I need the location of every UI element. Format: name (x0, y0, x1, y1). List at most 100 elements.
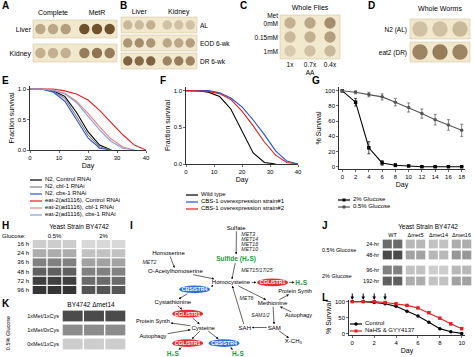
svg-text:0mM: 0mM (264, 20, 278, 27)
svg-text:Liver: Liver (132, 8, 148, 15)
svg-text:CGL/STR1: CGL/STR1 (175, 311, 201, 317)
svg-text:50: 50 (338, 315, 345, 321)
svg-text:0: 0 (341, 174, 345, 180)
svg-text:14: 14 (432, 174, 439, 180)
svg-text:80: 80 (328, 103, 335, 109)
svg-text:36 h: 36 h (17, 259, 29, 265)
svg-text:1mM: 1mM (264, 48, 278, 55)
svg-text:40: 40 (328, 133, 335, 139)
svg-text:1xMet/0xCys: 1xMet/0xCys (27, 327, 59, 333)
svg-text:2%: 2% (99, 233, 108, 239)
svg-text:2: 2 (354, 174, 358, 180)
svg-text:Whole Worms: Whole Worms (418, 5, 462, 12)
svg-text:SAH: SAH (239, 325, 251, 331)
svg-text:Fraction survival: Fraction survival (8, 92, 15, 143)
svg-text:Autophagy: Autophagy (285, 312, 312, 318)
svg-text:12: 12 (419, 174, 426, 180)
svg-text:N2 (AL): N2 (AL) (385, 26, 407, 34)
svg-text:SAM: SAM (268, 325, 281, 331)
svg-text:0: 0 (332, 164, 336, 170)
svg-text:MET10: MET10 (241, 246, 258, 252)
svg-text:48-hr: 48-hr (366, 252, 379, 258)
svg-text:O-Acetylhomoserine: O-Acetylhomoserine (148, 268, 203, 274)
svg-text:192-hr: 192-hr (363, 278, 379, 284)
svg-text:Homoserine: Homoserine (152, 250, 185, 256)
svg-text:H₂S: H₂S (295, 279, 308, 286)
svg-text:1xMet/1xCys: 1xMet/1xCys (27, 313, 59, 319)
svg-text:Homocysteine: Homocysteine (212, 279, 251, 285)
svg-text:DR 6-wk: DR 6-wk (200, 58, 226, 65)
svg-text:Sulfate: Sulfate (227, 225, 246, 231)
svg-text:Δmet16: Δmet16 (452, 232, 471, 238)
svg-text:60: 60 (328, 118, 335, 124)
svg-text:EOD 6-wk: EOD 6-wk (200, 40, 230, 47)
svg-text:MetR: MetR (89, 9, 106, 16)
svg-text:0.5%: 0.5% (48, 233, 62, 239)
svg-text:4: 4 (394, 340, 398, 346)
svg-text:20: 20 (239, 169, 246, 175)
svg-text:Fraction survival: Fraction survival (164, 100, 171, 151)
svg-text:Whole Flies: Whole Flies (292, 4, 329, 11)
svg-text:100: 100 (325, 88, 336, 94)
svg-text:CBS/STR4: CBS/STR4 (182, 286, 208, 292)
svg-text:4: 4 (367, 174, 371, 180)
svg-text:2% Glucose: 2% Glucose (322, 273, 352, 279)
svg-text:Yeast Strain BY4742: Yeast Strain BY4742 (49, 223, 109, 230)
svg-text:10: 10 (458, 340, 465, 346)
svg-text:Sulfide (H₂S): Sulfide (H₂S) (216, 255, 256, 263)
svg-text:X-CH₃: X-CH₃ (285, 338, 303, 344)
svg-text:Day: Day (82, 162, 95, 170)
svg-text:Protein Synth: Protein Synth (136, 318, 170, 324)
svg-text:2: 2 (372, 340, 376, 346)
svg-text:0xMet/1xCys: 0xMet/1xCys (27, 341, 59, 347)
svg-text:6: 6 (380, 174, 384, 180)
svg-text:6: 6 (416, 340, 420, 346)
svg-text:Δmet14: Δmet14 (429, 232, 448, 238)
svg-text:Liver: Liver (16, 26, 32, 33)
svg-text:0: 0 (351, 340, 355, 346)
svg-text:0.0: 0.0 (174, 161, 183, 167)
svg-text:% Survival: % Survival (315, 111, 322, 145)
svg-text:30: 30 (267, 169, 274, 175)
svg-text:0.5% Glucose: 0.5% Glucose (322, 247, 356, 253)
svg-text:0: 0 (342, 331, 346, 337)
svg-text:30: 30 (114, 155, 121, 161)
svg-text:H₂S: H₂S (167, 350, 180, 357)
svg-text:% Survival: % Survival (325, 301, 332, 335)
svg-text:16 h: 16 h (17, 241, 29, 247)
svg-text:96 h: 96 h (17, 287, 29, 293)
svg-text:Day: Day (401, 347, 414, 355)
svg-text:0.5: 0.5 (18, 117, 27, 123)
svg-text:MET6: MET6 (240, 295, 254, 301)
svg-text:MET2: MET2 (143, 259, 157, 265)
svg-text:0: 0 (28, 155, 32, 161)
svg-text:Δmet5: Δmet5 (408, 232, 424, 238)
svg-text:AL: AL (200, 22, 208, 29)
svg-text:100: 100 (335, 299, 346, 305)
svg-text:0.5: 0.5 (174, 124, 183, 130)
svg-text:40: 40 (143, 155, 150, 161)
svg-text:Met: Met (267, 12, 278, 19)
svg-text:16: 16 (445, 174, 452, 180)
svg-text:MET15/17/25: MET15/17/25 (241, 267, 272, 273)
svg-text:40: 40 (295, 169, 302, 175)
svg-text:Protein Synth: Protein Synth (278, 288, 312, 294)
svg-text:AA: AA (306, 69, 315, 76)
svg-text:20: 20 (328, 149, 335, 155)
svg-text:BY4742 Δmet14: BY4742 Δmet14 (67, 301, 115, 308)
svg-text:Complete: Complete (38, 9, 68, 17)
svg-text:20: 20 (85, 155, 92, 161)
svg-text:96-hr: 96-hr (366, 267, 379, 273)
svg-text:0.4x: 0.4x (324, 61, 337, 68)
svg-text:10: 10 (56, 155, 63, 161)
svg-text:0.5% Glucose: 0.5% Glucose (5, 316, 11, 350)
svg-text:H₂S: H₂S (232, 350, 245, 357)
svg-text:24 h: 24 h (17, 250, 29, 256)
svg-text:10: 10 (211, 169, 218, 175)
svg-text:Day: Day (396, 181, 409, 189)
svg-text:SAM1/2: SAM1/2 (251, 312, 270, 318)
svg-text:Autophagy: Autophagy (139, 333, 166, 339)
svg-text:Glucose:: Glucose: (2, 233, 26, 239)
svg-text:10: 10 (405, 174, 412, 180)
svg-text:18: 18 (458, 174, 465, 180)
